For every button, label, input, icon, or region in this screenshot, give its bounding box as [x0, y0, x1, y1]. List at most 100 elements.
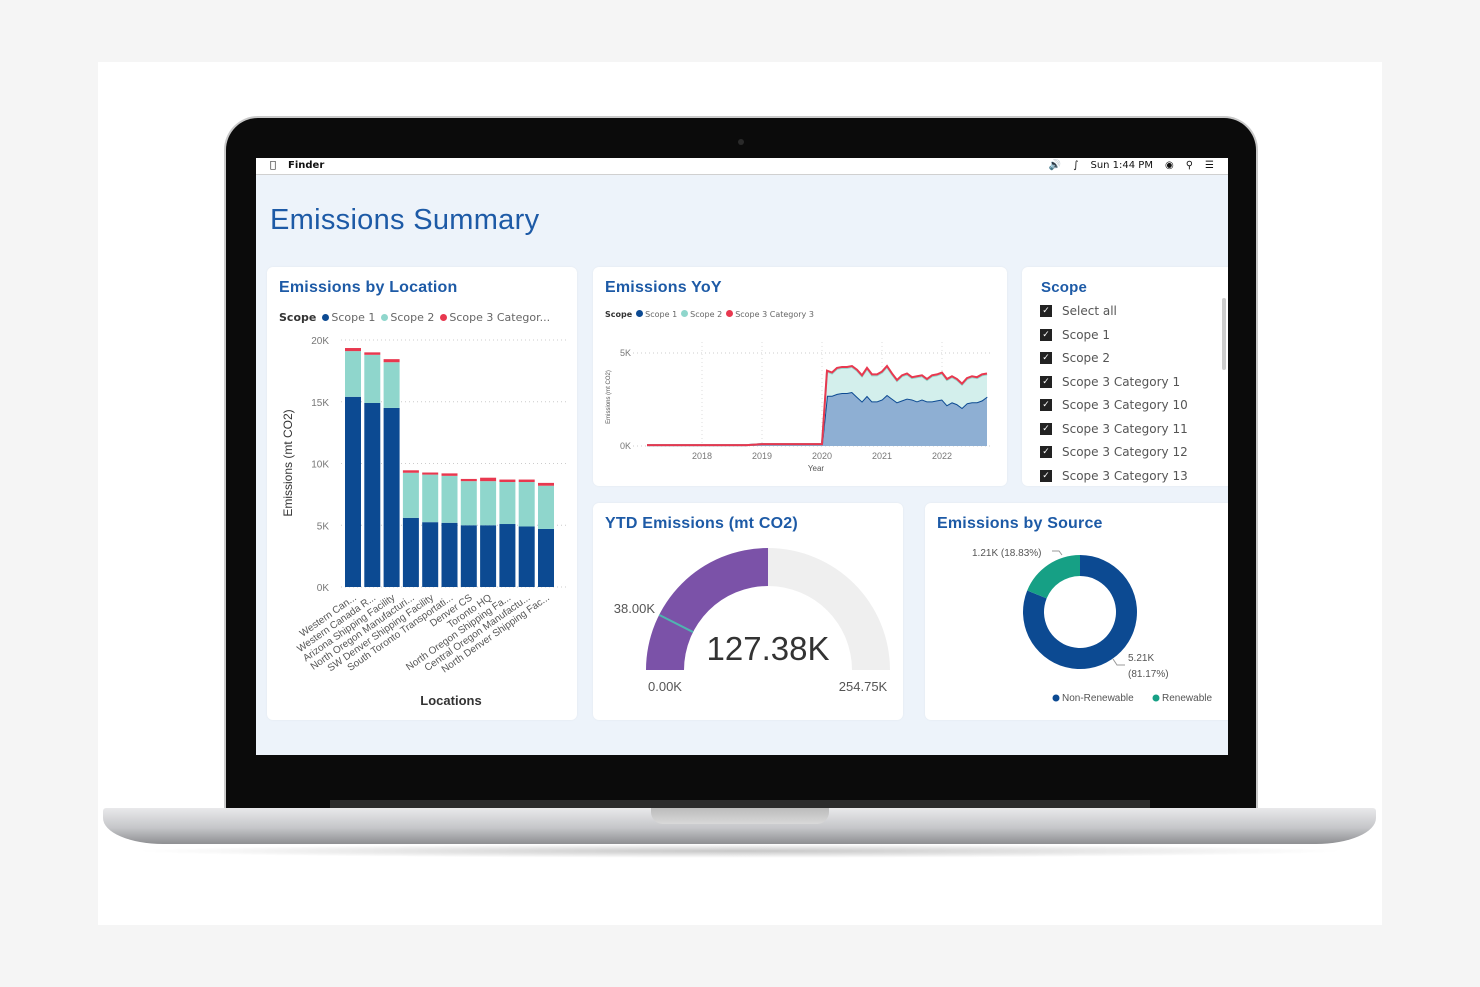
checkbox[interactable]: ✓	[1040, 469, 1052, 482]
slicer-item-label: Scope 1	[1062, 327, 1111, 342]
bar-segment	[499, 482, 516, 525]
scrollbar[interactable]	[1222, 298, 1226, 370]
checkbox[interactable]: ✓	[1040, 422, 1052, 435]
y-tick-label: 0K	[317, 583, 330, 594]
legend-item-scope3[interactable]: Scope 3 Categor...	[440, 311, 550, 324]
chart-legend: Scope Scope 1 Scope 2 Scope 3 Categor...	[279, 311, 550, 324]
slicer-item[interactable]: ✓ Scope 3 Category 12	[1040, 445, 1188, 459]
legend-item: Non-Renewable	[1062, 693, 1134, 704]
checkbox[interactable]: ✓	[1040, 446, 1052, 458]
bar-segment	[402, 517, 419, 587]
bar-segment	[480, 525, 497, 587]
slicer-item[interactable]: ✓ Scope 1	[1040, 328, 1110, 342]
bar-segment	[499, 524, 516, 587]
legend-marker	[1152, 694, 1160, 702]
y-tick-label: 5K	[620, 348, 631, 358]
legend-item-scope3[interactable]: Scope 3 Category 3	[726, 310, 814, 319]
gauge-target-marker	[658, 614, 694, 633]
emissions-yoy-card[interactable]: Emissions YoY Scope Scope 1 Scope 2 Scop…	[593, 267, 1007, 486]
laptop-notch	[651, 808, 829, 824]
laptop-hinge	[330, 800, 1150, 808]
slicer-item[interactable]: ✓ Scope 3 Category 10	[1040, 398, 1188, 412]
chart-legend: Scope Scope 1 Scope 2 Scope 3 Category 3	[605, 310, 814, 319]
checkbox[interactable]: ✓	[1040, 305, 1052, 317]
gauge-max-label: 254.75K	[839, 679, 888, 694]
bar-segment	[538, 528, 554, 587]
y-tick-label: 20K	[311, 336, 329, 347]
bar-segment	[345, 351, 361, 397]
legend-item-scope1[interactable]: Scope 1	[322, 311, 375, 324]
checkbox[interactable]: ✓	[1040, 352, 1052, 364]
bar-segment	[364, 354, 381, 403]
bluetooth-icon[interactable]: ∫	[1073, 160, 1079, 171]
bar-segment	[402, 470, 419, 473]
slicer-item[interactable]: ✓ Scope 3 Category 13	[1040, 469, 1188, 483]
bar-segment	[460, 525, 477, 587]
x-axis-label: Locations	[420, 693, 481, 708]
bar-segment	[480, 481, 497, 526]
legend-item-scope2[interactable]: Scope 2	[681, 310, 722, 319]
leader-line	[1112, 658, 1125, 666]
legend-item-scope2[interactable]: Scope 2	[381, 311, 434, 324]
page-title: Emissions Summary	[270, 204, 540, 236]
y-tick-label: 0K	[620, 441, 631, 451]
list-icon[interactable]: ☰	[1205, 160, 1214, 171]
slicer-item[interactable]: ✓ Scope 2	[1040, 351, 1110, 365]
x-tick-label: 2020	[812, 451, 832, 461]
camera	[738, 139, 744, 145]
area-scope-2	[647, 366, 987, 446]
y-tick-label: 5K	[317, 521, 330, 532]
slicer-item[interactable]: ✓ Scope 3 Category 11	[1040, 422, 1188, 436]
card-title: Emissions by Location	[279, 279, 458, 296]
menu-bar:  Finder 🔊 ∫ Sun 1:44 PM ◉ ⚲ ☰	[256, 158, 1228, 175]
checkbox[interactable]: ✓	[1040, 328, 1052, 341]
slicer-item-label: Scope 3 Category 12	[1062, 445, 1188, 459]
emissions-by-location-card[interactable]: Emissions by Location Scope Scope 1 Scop…	[267, 267, 577, 720]
slicer-item-label: Scope 3 Category 10	[1062, 398, 1188, 412]
slice-label: 5.21K	[1128, 653, 1154, 664]
apple-icon[interactable]: 	[270, 160, 276, 171]
scope-slicer[interactable]: Scope ✓ Select all ✓ Scope 1 ✓ Scope 2 ✓ Scope …	[1022, 267, 1228, 486]
y-tick-label: 10K	[311, 460, 329, 471]
bar-segment	[460, 478, 477, 482]
bar-segment	[364, 352, 381, 355]
legend-title: Scope	[605, 310, 633, 319]
slicer-item-label: Scope 2	[1062, 351, 1111, 365]
x-tick-label: 2019	[752, 451, 772, 461]
volume-icon[interactable]: 🔊	[1048, 160, 1062, 171]
gauge-fill	[646, 548, 769, 670]
slicer-item[interactable]: ✓ Select all	[1040, 304, 1117, 318]
wifi-icon[interactable]: ◉	[1164, 160, 1174, 171]
slicer-item-label: Scope 3 Category 13	[1062, 468, 1188, 483]
slicer-item[interactable]: ✓ Scope 3 Category 1	[1040, 375, 1180, 389]
checkbox[interactable]: ✓	[1040, 375, 1052, 388]
card-title: Emissions by Source	[937, 515, 1103, 532]
slicer-title: Scope	[1041, 279, 1088, 296]
search-icon[interactable]: ⚲	[1185, 160, 1194, 171]
donut-chart: 1.21K (18.83%) 5.21K (81.17%) Non-Renewable…	[972, 548, 1212, 704]
checkbox[interactable]: ✓	[1040, 399, 1052, 411]
y-tick-label: 15K	[311, 398, 329, 409]
y-axis-label: Emissions (mt CO2)	[281, 409, 295, 516]
finder-menu[interactable]: Finder	[282, 160, 324, 171]
laptop-shadow	[130, 844, 1350, 858]
slicer-item-label: Scope 3 Category 1	[1062, 374, 1181, 389]
area-chart: 2018 2019 2020 2021 2022 0K 5K Emissions (mt CO…	[606, 342, 993, 473]
slicer-item-label: Select all	[1062, 304, 1117, 318]
bar-segment	[518, 482, 535, 527]
x-axis-label: Year	[808, 464, 825, 473]
bar-segment	[518, 526, 535, 587]
card-title: Emissions YoY	[605, 279, 722, 296]
legend-item-scope1[interactable]: Scope 1	[636, 310, 677, 319]
gauge-value: 127.38K	[707, 630, 830, 667]
slicer-item-label: Scope 3 Category 11	[1062, 421, 1188, 436]
x-tick-label: 2022	[932, 451, 952, 461]
bar-segment	[499, 479, 516, 483]
bar-segment	[441, 473, 458, 476]
legend-item: Renewable	[1162, 693, 1212, 704]
emissions-by-source-card[interactable]: Emissions by Source 1.21K (18.83%) 5.21K (…	[925, 503, 1228, 720]
clock[interactable]: Sun 1:44 PM	[1090, 160, 1153, 171]
bar-segment	[422, 474, 439, 523]
ytd-emissions-card[interactable]: YTD Emissions (mt CO2) 38.00K 127.38K 0.00…	[593, 503, 903, 720]
gauge-chart: 38.00K 127.38K 0.00K 254.75K	[614, 548, 890, 694]
